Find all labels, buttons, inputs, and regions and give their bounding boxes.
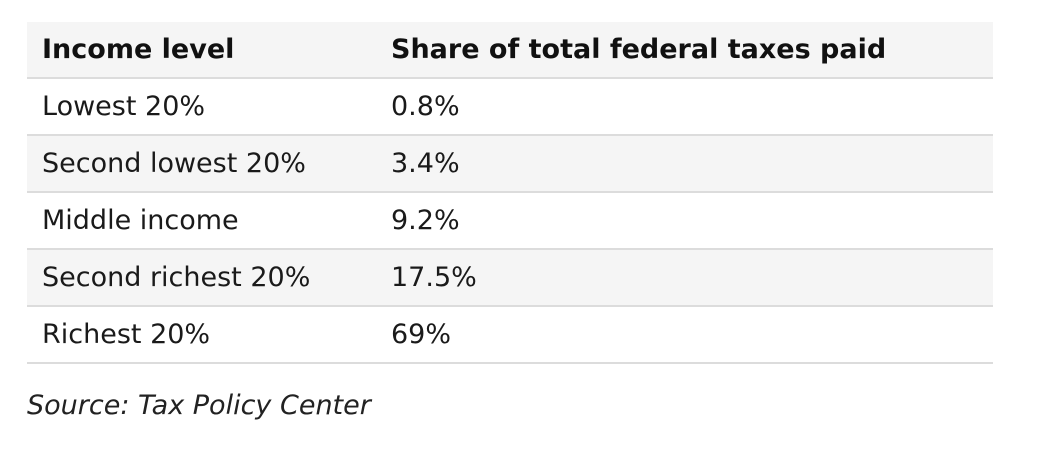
share-cell: 3.4% [376,135,993,193]
income-level-cell: Second richest 20% [27,249,376,307]
column-header-income-level: Income level [27,22,376,79]
income-level-cell: Middle income [27,192,376,250]
share-cell: 17.5% [376,249,993,307]
tax-share-table: Income level Share of total federal taxe… [27,22,993,364]
share-cell: 0.8% [376,78,993,136]
table-row: Richest 20% 69% [27,306,993,364]
income-level-cell: Richest 20% [27,306,376,364]
table-header-row: Income level Share of total federal taxe… [27,22,993,79]
share-cell: 69% [376,306,993,364]
table-row: Lowest 20% 0.8% [27,78,993,136]
column-header-share: Share of total federal taxes paid [376,22,993,79]
income-level-cell: Lowest 20% [27,78,376,136]
table-row: Second lowest 20% 3.4% [27,135,993,193]
income-level-cell: Second lowest 20% [27,135,376,193]
table-row: Second richest 20% 17.5% [27,249,993,307]
share-cell: 9.2% [376,192,993,250]
tax-share-table-container: Income level Share of total federal taxe… [27,22,993,364]
table-row: Middle income 9.2% [27,192,993,250]
source-note: Source: Tax Policy Center [27,390,371,421]
